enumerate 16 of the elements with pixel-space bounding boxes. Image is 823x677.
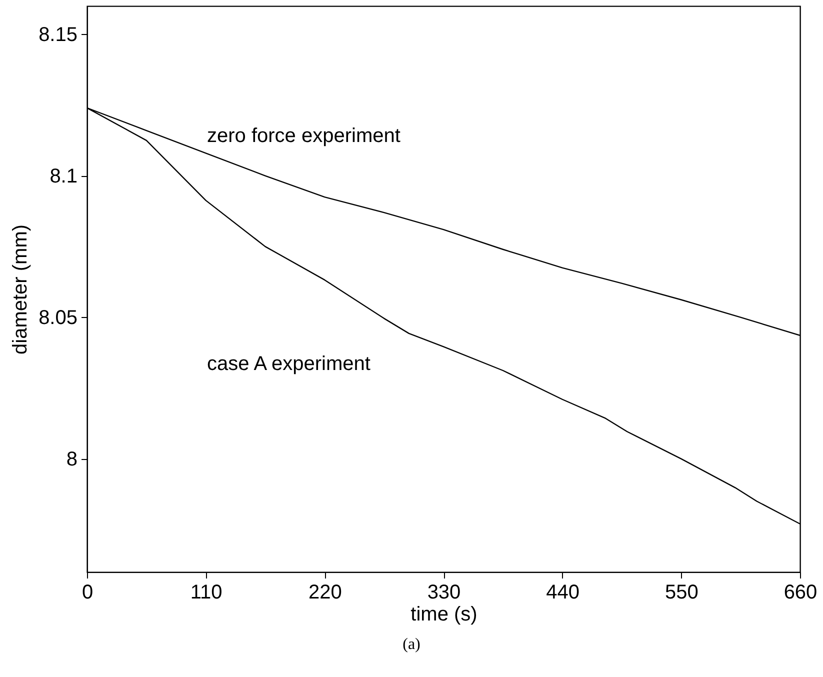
annotation: case A experiment — [207, 353, 371, 375]
x-tick-label: 550 — [664, 582, 698, 604]
x-tick-label: 0 — [82, 582, 94, 604]
x-tick-label: 330 — [427, 582, 461, 604]
y-tick-label: 8.05 — [38, 306, 78, 329]
y-tick-label: 8.15 — [38, 24, 78, 46]
annotation: zero force experiment — [207, 125, 401, 147]
x-tick-label: 660 — [784, 582, 818, 604]
text: (a) — [402, 636, 422, 654]
y-tick-label: 8 — [66, 448, 78, 470]
y-tick-label: 8.1 — [50, 165, 78, 188]
x-tick-label: 110 — [190, 582, 222, 604]
x-axis-title: time (s) — [410, 604, 478, 626]
x-tick-label: 440 — [546, 582, 580, 604]
x-tick-label: 220 — [308, 582, 342, 604]
y-axis-title: diameter (mm) — [10, 224, 32, 355]
